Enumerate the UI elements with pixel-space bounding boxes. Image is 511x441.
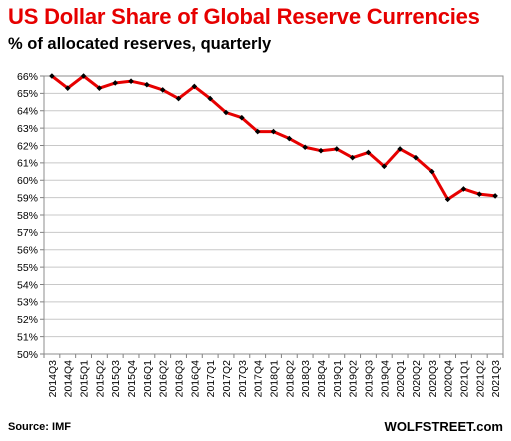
data-point bbox=[286, 135, 293, 142]
data-point bbox=[207, 95, 213, 102]
x-tick-label: 2019Q4 bbox=[379, 360, 391, 398]
data-point bbox=[144, 81, 150, 88]
data-point bbox=[64, 85, 71, 91]
y-tick-label: 50% bbox=[17, 349, 38, 361]
y-tick-label: 57% bbox=[17, 227, 38, 239]
series-markers bbox=[49, 73, 498, 203]
y-tick-label: 52% bbox=[17, 314, 38, 326]
x-tick-label: 2015Q2 bbox=[94, 360, 106, 398]
data-point bbox=[191, 83, 198, 90]
data-point bbox=[128, 78, 134, 85]
chart-subtitle: % of allocated reserves, quarterly bbox=[8, 35, 272, 53]
data-point bbox=[365, 149, 372, 156]
x-tick-label: 2015Q1 bbox=[79, 360, 91, 398]
data-point bbox=[334, 146, 340, 152]
data-point bbox=[96, 85, 103, 91]
x-tick-label: 2020Q3 bbox=[427, 360, 439, 398]
data-point bbox=[112, 80, 119, 86]
grid-lines bbox=[44, 75, 503, 355]
data-point bbox=[413, 154, 419, 161]
y-tick-label: 54% bbox=[17, 279, 38, 291]
y-tick-label: 55% bbox=[17, 262, 38, 274]
x-tick-label: 2016Q3 bbox=[174, 360, 186, 398]
y-tick-label: 65% bbox=[17, 88, 38, 100]
x-tick-label: 2018Q4 bbox=[316, 360, 328, 398]
data-point bbox=[444, 196, 451, 203]
series-line-path bbox=[50, 74, 497, 201]
x-tick-label: 2021Q3 bbox=[490, 360, 502, 398]
x-tick-label: 2016Q2 bbox=[158, 360, 170, 398]
x-tick-label: 2021Q1 bbox=[458, 360, 470, 398]
y-tick-label: 56% bbox=[17, 245, 38, 257]
x-tick-label: 2014Q3 bbox=[47, 360, 59, 398]
y-tick-label: 62% bbox=[17, 140, 38, 152]
data-point bbox=[175, 95, 182, 102]
y-tick-label: 51% bbox=[17, 331, 38, 343]
data-point bbox=[476, 191, 483, 197]
data-point bbox=[349, 154, 356, 161]
data-point bbox=[223, 109, 229, 116]
data-point bbox=[80, 73, 87, 79]
data-point bbox=[428, 168, 435, 175]
x-tick-label: 2015Q4 bbox=[126, 360, 138, 398]
x-tick-label: 2020Q2 bbox=[411, 360, 423, 398]
x-tick-label: 2020Q1 bbox=[395, 360, 407, 398]
x-tick-label: 2015Q3 bbox=[110, 360, 122, 398]
x-tick-label: 2017Q1 bbox=[205, 360, 217, 398]
y-tick-label: 53% bbox=[17, 297, 38, 309]
data-point bbox=[49, 73, 55, 79]
x-tick-label: 2016Q1 bbox=[142, 360, 154, 398]
x-tick-label: 2019Q2 bbox=[348, 360, 360, 398]
plot-frame bbox=[43, 75, 504, 355]
data-point bbox=[159, 87, 166, 93]
plot-border bbox=[43, 75, 504, 355]
site-credit: WOLFSTREET.com bbox=[384, 419, 503, 434]
x-tick-label: 2020Q4 bbox=[443, 360, 455, 398]
x-tick-label: 2016Q4 bbox=[189, 360, 201, 398]
x-tick-label: 2017Q4 bbox=[253, 360, 265, 398]
data-point bbox=[302, 144, 308, 151]
source-note: Source: IMF bbox=[8, 421, 71, 433]
data-point bbox=[381, 163, 388, 170]
y-tick-label: 63% bbox=[17, 123, 38, 135]
chart-title: US Dollar Share of Global Reserve Curren… bbox=[8, 4, 480, 29]
x-tick-label: 2017Q2 bbox=[221, 360, 233, 398]
y-tick-label: 58% bbox=[17, 210, 38, 222]
data-point bbox=[270, 128, 277, 135]
data-point bbox=[254, 128, 261, 135]
x-tick-label: 2019Q3 bbox=[363, 360, 375, 398]
y-axis: 50% 51% 52% 53% 54% 55% 56% 57% 58% 59% 60% 61% 62% 6… bbox=[17, 71, 44, 361]
y-tick-label: 64% bbox=[17, 106, 38, 118]
data-point bbox=[460, 186, 467, 192]
x-tick-label: 2018Q1 bbox=[269, 360, 281, 398]
data-point bbox=[318, 147, 324, 154]
x-tick-label: 2019Q1 bbox=[332, 360, 344, 398]
x-tick-label: 2014Q4 bbox=[63, 360, 75, 398]
y-tick-label: 59% bbox=[17, 192, 38, 204]
x-axis: 2014Q3 2014Q4 2015Q1 2015Q2 2015Q3 2015Q4 2016… bbox=[43, 354, 504, 398]
y-tick-label: 61% bbox=[17, 158, 38, 170]
x-tick-label: 2018Q2 bbox=[284, 360, 296, 398]
x-tick-label: 2021Q2 bbox=[474, 360, 486, 398]
data-point bbox=[239, 114, 245, 121]
y-tick-label: 60% bbox=[17, 175, 38, 187]
x-tick-label: 2017Q3 bbox=[237, 360, 249, 398]
x-tick-label: 2018Q3 bbox=[300, 360, 312, 398]
data-point bbox=[397, 146, 403, 152]
data-point bbox=[492, 193, 498, 199]
y-tick-label: 66% bbox=[17, 71, 38, 83]
series-line bbox=[50, 74, 497, 201]
